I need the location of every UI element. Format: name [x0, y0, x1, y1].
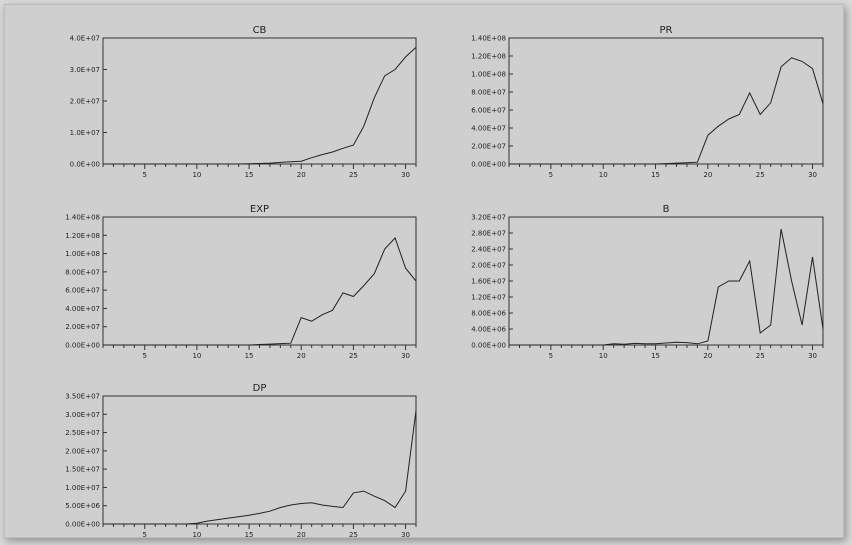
- chart-title-exp: EXP: [250, 204, 269, 215]
- plot-area-pr: [508, 37, 824, 165]
- y-tick-label-exp: 1.40E+08: [65, 214, 100, 222]
- x-tick-label-exp: 30: [401, 352, 410, 360]
- charts-canvas: CB 0.0E+00 1.0E+07 2.0E+07 3.0E+07 4.0E+07 5 10…: [65, 25, 824, 539]
- plot-area-cb: [102, 37, 417, 165]
- chart-pr: PR 0.00E+00 2.00E+07 4.00E+07 6.00E+07 8.00E+…: [471, 25, 824, 179]
- y-tick-label-exp: 1.00E+08: [65, 250, 100, 258]
- x-tick-label-dp: 20: [297, 531, 306, 537]
- x-tick-label-b: 15: [651, 352, 660, 360]
- x-tick-label-exp: 20: [297, 352, 306, 360]
- x-tick-label-cb: 30: [401, 171, 410, 179]
- y-tick-label-pr: 4.00E+07: [471, 125, 506, 133]
- y-tick-label-b: 4.00E+06: [471, 326, 506, 334]
- y-tick-label-cb: 4.0E+07: [70, 35, 100, 43]
- x-tick-label-pr: 30: [808, 171, 817, 179]
- chart-frame: CB 0.0E+00 1.0E+07 2.0E+07 3.0E+07 4.0E+07 5 10…: [4, 4, 844, 539]
- plot-area-exp: [102, 216, 417, 346]
- x-tick-label-cb: 25: [349, 171, 358, 179]
- y-tick-label-pr: 1.40E+08: [471, 35, 506, 43]
- x-tick-label-exp: 5: [142, 352, 146, 360]
- x-tick-label-dp: 30: [401, 531, 410, 537]
- x-tick-label-pr: 25: [756, 171, 765, 179]
- y-tick-label-b: 2.00E+07: [471, 262, 506, 270]
- series-line-exp: [103, 237, 417, 346]
- x-tick-label-cb: 15: [245, 171, 254, 179]
- x-tick-label-pr: 20: [703, 171, 712, 179]
- x-tick-label-pr: 5: [549, 171, 553, 179]
- plot-area-dp: [102, 395, 417, 525]
- y-tick-label-exp: 1.20E+08: [65, 232, 100, 240]
- y-tick-label-dp: 1.00E+07: [65, 484, 100, 492]
- y-tick-label-b: 1.20E+07: [471, 294, 506, 302]
- y-tick-label-cb: 1.0E+07: [70, 129, 100, 137]
- x-tick-label-b: 5: [549, 352, 553, 360]
- y-tick-label-cb: 2.0E+07: [70, 98, 100, 106]
- series-line-b: [509, 228, 824, 346]
- chart-cb: CB 0.0E+00 1.0E+07 2.0E+07 3.0E+07 4.0E+07 5 10…: [70, 25, 417, 179]
- y-tick-label-exp: 4.00E+07: [65, 305, 100, 313]
- y-tick-label-cb: 0.0E+00: [70, 161, 100, 169]
- y-tick-label-pr: 2.00E+07: [471, 143, 506, 151]
- chart-title-b: B: [663, 204, 670, 215]
- y-tick-label-b: 0.00E+00: [471, 342, 506, 350]
- y-tick-label-dp: 1.50E+07: [65, 466, 100, 474]
- chart-title-pr: PR: [660, 25, 673, 36]
- x-tick-label-b: 30: [808, 352, 817, 360]
- x-tick-label-exp: 10: [192, 352, 201, 360]
- y-tick-label-exp: 6.00E+07: [65, 287, 100, 295]
- chart-title-dp: DP: [253, 383, 267, 394]
- y-tick-label-exp: 2.00E+07: [65, 323, 100, 331]
- y-tick-label-dp: 0.00E+00: [65, 521, 100, 529]
- chart-exp: EXP 0.00E+00 2.00E+07 4.00E+07 6.00E+07 8.00E…: [65, 204, 417, 360]
- x-tick-label-pr: 10: [599, 171, 608, 179]
- x-tick-label-cb: 20: [297, 171, 306, 179]
- x-tick-label-dp: 15: [245, 531, 254, 537]
- x-tick-label-b: 10: [599, 352, 608, 360]
- y-tick-label-cb: 3.0E+07: [70, 66, 100, 74]
- y-tick-label-pr: 6.00E+07: [471, 107, 506, 115]
- y-tick-label-b: 1.60E+07: [471, 278, 506, 286]
- y-tick-label-b: 3.20E+07: [471, 214, 506, 222]
- y-tick-label-pr: 0.00E+00: [471, 161, 506, 169]
- x-tick-label-dp: 10: [192, 531, 201, 537]
- x-tick-label-pr: 15: [651, 171, 660, 179]
- y-tick-label-dp: 3.00E+07: [65, 411, 100, 419]
- series-line-cb: [103, 47, 417, 165]
- y-tick-label-dp: 2.50E+07: [65, 429, 100, 437]
- y-tick-label-b: 8.00E+06: [471, 310, 506, 318]
- y-tick-label-exp: 0.00E+00: [65, 342, 100, 350]
- y-tick-label-pr: 1.20E+08: [471, 53, 506, 61]
- x-tick-label-dp: 25: [349, 531, 358, 537]
- y-tick-label-dp: 2.00E+07: [65, 447, 100, 455]
- y-tick-label-pr: 1.00E+08: [471, 71, 506, 79]
- x-tick-label-dp: 5: [142, 531, 146, 537]
- y-tick-label-dp: 3.50E+07: [65, 393, 100, 401]
- series-line-pr: [509, 57, 824, 165]
- y-tick-label-pr: 8.00E+07: [471, 89, 506, 97]
- x-tick-label-b: 20: [703, 352, 712, 360]
- y-tick-label-b: 2.80E+07: [471, 230, 506, 238]
- y-tick-label-b: 2.40E+07: [471, 246, 506, 254]
- chart-title-cb: CB: [253, 25, 267, 36]
- y-tick-label-exp: 8.00E+07: [65, 268, 100, 276]
- series-line-dp: [103, 410, 417, 525]
- chart-dp: DP 0.00E+00 5.00E+06 1.00E+07 1.50E+07 2.00E+…: [65, 383, 417, 539]
- x-tick-label-exp: 15: [245, 352, 254, 360]
- x-tick-label-cb: 10: [192, 171, 201, 179]
- x-tick-label-exp: 25: [349, 352, 358, 360]
- y-tick-label-dp: 5.00E+06: [65, 502, 100, 510]
- chart-b: B 0.00E+00 4.00E+06 8.00E+06 1.20E+07 1.60E+0…: [471, 204, 824, 360]
- x-tick-label-cb: 5: [142, 171, 146, 179]
- x-tick-label-b: 25: [756, 352, 765, 360]
